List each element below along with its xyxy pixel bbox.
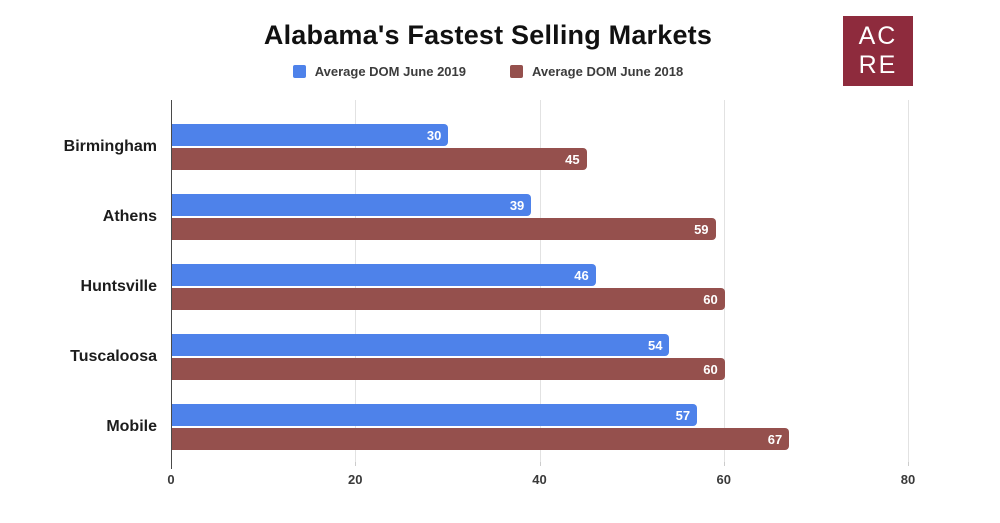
bar-row: 30 45 bbox=[172, 112, 909, 182]
bar-2019: 39 bbox=[172, 194, 532, 216]
bar-value-label: 30 bbox=[426, 127, 442, 143]
bar-value-label: 59 bbox=[694, 221, 709, 237]
bar-2018: 67 bbox=[172, 428, 790, 450]
legend-swatch-icon bbox=[292, 65, 306, 78]
legend-item-0: Average DOM June 2019 bbox=[292, 64, 466, 79]
gridline bbox=[908, 100, 909, 466]
chart-title: Alabama's Fastest Selling Markets bbox=[263, 20, 713, 50]
bar-row: 57 67 bbox=[172, 392, 909, 462]
tick-mark bbox=[171, 462, 172, 469]
tick-mark bbox=[723, 462, 725, 466]
legend-item-1: Average DOM June 2018 bbox=[510, 64, 683, 79]
bar-row: 39 59 bbox=[172, 182, 909, 252]
bar-2018: 59 bbox=[172, 218, 716, 240]
bar-2018: 60 bbox=[172, 288, 725, 310]
bar-2019: 46 bbox=[172, 264, 596, 286]
bar-value-label: 67 bbox=[767, 431, 783, 447]
bar-row: 46 60 bbox=[172, 252, 909, 322]
category-label: Mobile bbox=[106, 418, 157, 435]
legend-label: Average DOM June 2019 bbox=[314, 64, 466, 79]
bar-value-label: 60 bbox=[703, 361, 718, 377]
x-tick-label: 60 bbox=[716, 472, 731, 487]
bar-value-label: 45 bbox=[565, 151, 580, 167]
bar-rows: 30 45 39 59 46 60 54 60 57 67 bbox=[172, 112, 909, 462]
bar-value-label: 46 bbox=[574, 267, 589, 283]
legend-swatch-icon bbox=[510, 65, 523, 78]
tick-mark bbox=[355, 462, 357, 466]
x-tick-label: 40 bbox=[532, 472, 547, 487]
bar-value-label: 39 bbox=[509, 197, 525, 213]
bar-row: 54 60 bbox=[172, 322, 909, 392]
x-tick-label: 0 bbox=[167, 472, 175, 487]
bar-2019: 57 bbox=[172, 404, 698, 426]
category-label: Huntsville bbox=[80, 278, 157, 295]
bar-value-label: 57 bbox=[675, 407, 691, 423]
bar-2018: 60 bbox=[172, 358, 725, 380]
tick-mark bbox=[908, 462, 909, 466]
bar-2018: 45 bbox=[172, 148, 587, 170]
tick-mark bbox=[539, 462, 541, 466]
x-axis: 0 20 40 60 80 bbox=[167, 472, 915, 492]
acre-logo: AC RE bbox=[843, 16, 913, 86]
bar-value-label: 60 bbox=[703, 291, 718, 307]
legend-label: Average DOM June 2018 bbox=[532, 64, 684, 79]
acre-logo-line1: AC bbox=[858, 22, 898, 50]
acre-logo-line2: RE bbox=[858, 51, 898, 79]
gridline bbox=[723, 100, 725, 466]
category-label: Athens bbox=[102, 208, 157, 225]
bar-2019: 30 bbox=[172, 124, 449, 146]
category-axis: Birmingham Athens Huntsville Tuscaloosa Mobi… bbox=[0, 112, 157, 462]
legend: Average DOM June 2019 Average DOM June 20… bbox=[0, 64, 976, 79]
plot-area: 30 45 39 59 46 60 54 60 57 67 bbox=[171, 100, 909, 469]
category-label: Tuscaloosa bbox=[70, 348, 157, 365]
x-tick-label: 80 bbox=[900, 472, 916, 487]
x-tick-label: 20 bbox=[348, 472, 363, 487]
bar-2019: 54 bbox=[172, 334, 670, 356]
zero-axis-line bbox=[171, 100, 172, 469]
category-label: Birmingham bbox=[63, 138, 157, 155]
bar-value-label: 54 bbox=[648, 337, 663, 353]
